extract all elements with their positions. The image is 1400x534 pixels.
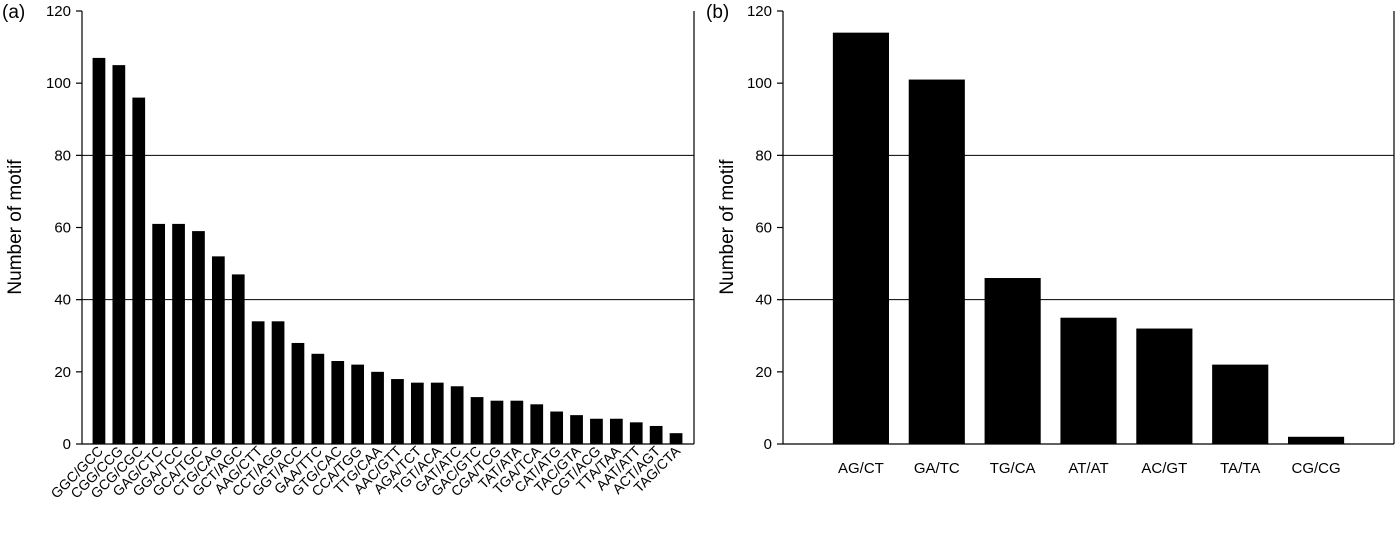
bar-tg-ca	[984, 278, 1041, 444]
y-tick-label: 100	[747, 75, 772, 92]
bar-gtg-cac	[331, 361, 345, 444]
bar-gct-agc	[231, 274, 245, 444]
bar-ta-ta	[1212, 364, 1269, 444]
bar-gac-gtc	[470, 397, 484, 444]
y-tick-label: 80	[54, 147, 71, 164]
panel-a-y-tick-labels: 0 20 40 60 80 100 120	[46, 3, 71, 453]
bar-cct-agg	[271, 321, 285, 444]
x-tick-label: CG/CG	[1291, 460, 1340, 477]
bar-tgt-aca	[430, 382, 444, 444]
bar-cga-tcg	[490, 400, 504, 444]
bar-gaa-ttc	[311, 353, 325, 444]
bar-aac-gtt	[391, 379, 404, 444]
bar-ag-ct	[832, 32, 889, 445]
bar-ga-tc	[908, 79, 965, 444]
x-tick-label: TA/TA	[1220, 460, 1260, 477]
y-tick-label: 60	[54, 220, 71, 237]
bar-ggc-gcc	[92, 57, 106, 445]
panel-b-label: (b)	[706, 2, 729, 23]
panel-a-bars	[92, 57, 683, 445]
panel-a-y-axis-label: Number of motif	[5, 159, 26, 295]
y-tick-label: 40	[54, 292, 71, 309]
bar-ggt-acc	[291, 342, 305, 444]
bar-aat-att	[629, 422, 643, 444]
panel-b-y-tick-labels: 0 20 40 60 80 100 120	[747, 3, 772, 453]
bar-cat-atg	[550, 411, 564, 444]
x-tick-label: AT/AT	[1068, 460, 1108, 477]
bar-ctg-cag	[211, 256, 225, 444]
y-tick-label: 40	[755, 292, 772, 309]
x-tick-label: AG/CT	[838, 460, 884, 477]
bar-ttg-caa	[371, 371, 384, 444]
panel-b-bars	[832, 32, 1345, 445]
bar-gcg-cgc	[132, 97, 146, 444]
bar-cca-tgg	[351, 364, 365, 444]
y-tick-label: 0	[764, 436, 772, 453]
panel-a-motif-chart: (a) Number of motif 0 20 40 60 80 100 120 GGC/…	[2, 2, 695, 501]
bar-at-at	[1060, 317, 1117, 444]
bar-aag-ctt	[251, 321, 265, 444]
y-tick-label: 120	[747, 3, 772, 20]
panel-b-x-tick-labels: AG/CT GA/TC TG/CA AT/AT AC/GT TA/TA CG/CG	[838, 460, 1341, 477]
panel-b-y-axis-label: Number of motif	[717, 159, 738, 295]
y-tick-label: 80	[755, 147, 772, 164]
bar-tta-taa	[609, 418, 623, 444]
panel-a-x-tick-labels: GGC/GCCCGG/CCGGCG/CGCGAG/CTCGGA/TCCGCA/T…	[47, 442, 683, 501]
bar-act-agt	[649, 425, 663, 444]
y-tick-label: 120	[46, 3, 71, 20]
panel-a-axes	[76, 10, 695, 445]
bar-gag-ctc	[152, 223, 166, 444]
panel-b-axes	[777, 10, 1395, 445]
x-tick-label: AC/GT	[1141, 460, 1187, 477]
x-tick-label: GA/TC	[914, 460, 960, 477]
bar-aga-tct	[410, 382, 424, 444]
bar-cgg-ccg	[112, 65, 126, 444]
x-tick-label: TG/CA	[990, 460, 1036, 477]
bar-gga-tcc	[172, 223, 185, 444]
y-tick-label: 20	[755, 364, 772, 381]
y-tick-label: 60	[755, 220, 772, 237]
bar-tag-cta	[669, 433, 683, 444]
bar-cgt-acg	[590, 418, 603, 444]
y-tick-label: 100	[46, 75, 71, 92]
panel-a-label: (a)	[2, 2, 25, 23]
bar-tac-gta	[570, 415, 583, 444]
bar-cg-cg	[1288, 436, 1345, 444]
y-tick-label: 0	[63, 436, 71, 453]
bar-gca-tgc	[192, 231, 205, 444]
y-tick-label: 20	[54, 364, 71, 381]
bar-tat-ata	[510, 400, 524, 444]
panel-b-motif-chart: (b) Number of motif 0 20 40 60 80 100 120 AG/C…	[706, 2, 1395, 477]
bar-gat-atc	[450, 386, 464, 444]
bar-tga-tca	[530, 404, 544, 444]
bar-ac-gt	[1136, 328, 1193, 444]
